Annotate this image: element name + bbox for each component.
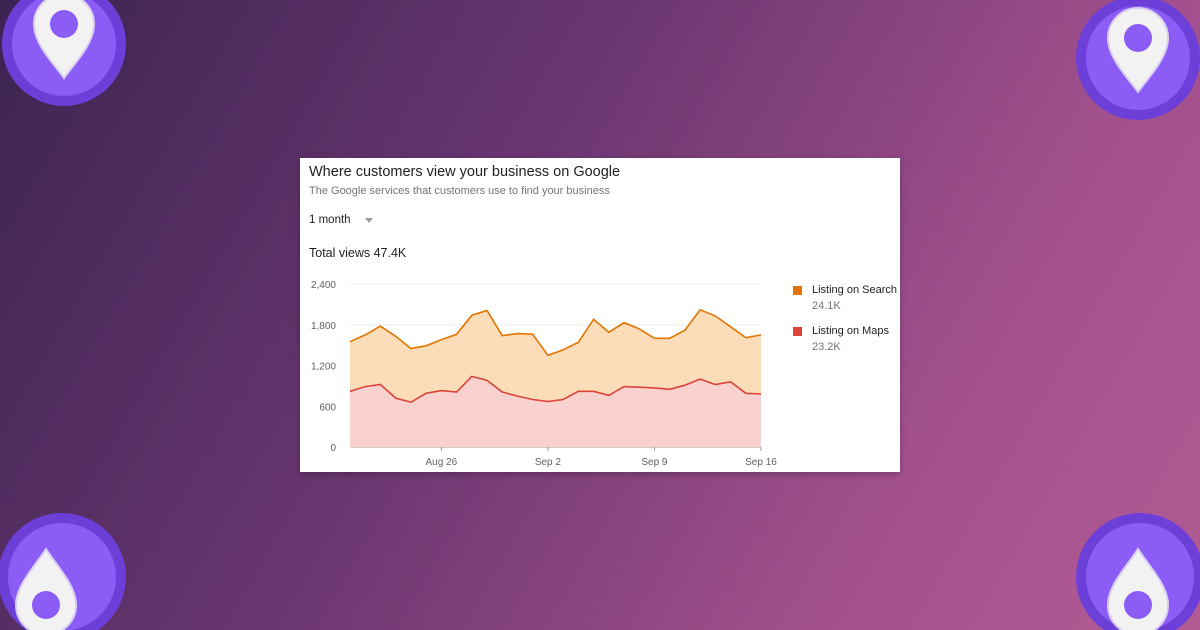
series-area-1	[350, 376, 761, 447]
legend-value-maps: 23.2K	[812, 341, 841, 353]
series-line-1	[349, 375, 762, 404]
y-tick-label: 1,200	[311, 362, 336, 373]
legend-swatch-maps	[793, 327, 802, 336]
legend-swatch-search	[793, 286, 802, 295]
x-tick-label: Sep 9	[641, 457, 668, 468]
legend-label-maps: Listing on Maps	[812, 325, 890, 337]
card-title: Where customers view your business on Go…	[309, 164, 621, 180]
total-views: Total views 47.4K	[309, 246, 407, 260]
x-tick-label: Sep 2	[535, 457, 562, 468]
x-tick-label: Sep 16	[745, 457, 777, 468]
views-area-chart: 0 600 1,200 1,800 2,400 Aug 26 Sep 2 Sep 9 Sep 1…	[311, 280, 777, 468]
y-tick-label: 1,800	[311, 321, 336, 332]
time-range-dropdown[interactable]: 1 month	[309, 214, 373, 226]
map-pin-badge-top-right	[1076, 0, 1200, 120]
y-tick-label: 600	[319, 402, 336, 413]
time-range-label: 1 month	[309, 214, 351, 226]
map-pin-icon	[32, 0, 96, 80]
y-tick-label: 2,400	[311, 280, 336, 291]
legend-label-search: Listing on Search	[812, 284, 897, 296]
map-pin-badge-bottom-right	[1076, 513, 1200, 630]
map-pin-icon	[14, 547, 78, 630]
card-subtitle: The Google services that customers use t…	[309, 185, 610, 197]
legend-value-search: 24.1K	[812, 300, 841, 312]
map-pin-icon	[1106, 547, 1170, 630]
series-line-0	[349, 308, 762, 357]
y-tick-label: 0	[330, 443, 336, 454]
x-tick-label: Aug 26	[425, 457, 457, 468]
insights-card: Where customers view your business on Go…	[300, 158, 900, 472]
map-pin-icon	[1106, 7, 1170, 94]
chevron-down-icon	[364, 218, 373, 223]
map-pin-badge-bottom-left	[0, 513, 126, 630]
map-pin-badge-top-left	[2, 0, 126, 106]
